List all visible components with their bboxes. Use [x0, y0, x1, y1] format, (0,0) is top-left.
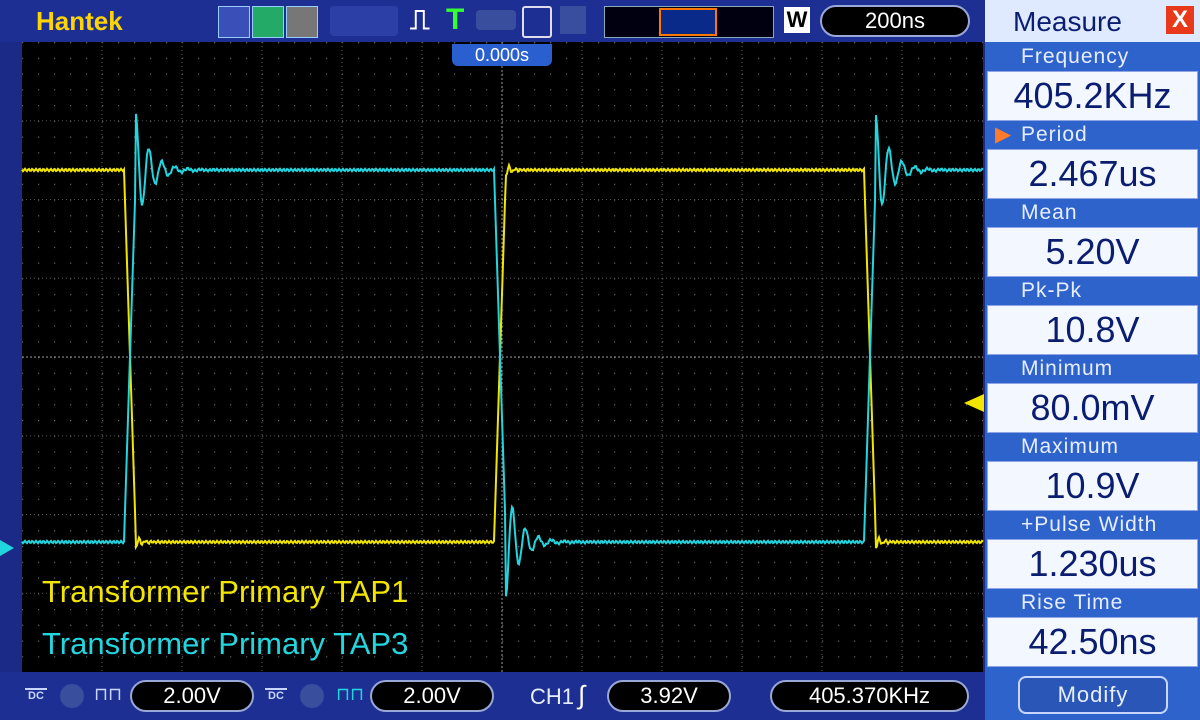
icon[interactable]: [476, 10, 516, 30]
trigger-level-marker: [964, 394, 984, 412]
close-button[interactable]: X: [1166, 6, 1194, 34]
ch2-trace: [21, 113, 984, 597]
ch1-coupling: DC: [25, 688, 47, 702]
trigger-level[interactable]: 3.92V: [607, 680, 731, 712]
pulse-icon[interactable]: ⎍: [410, 4, 430, 35]
measure-value: 5.20V: [987, 227, 1198, 277]
memory-marker: W: [784, 7, 810, 33]
measure-label[interactable]: Period ▶: [995, 123, 1088, 146]
ch1-scale[interactable]: 2.00V: [130, 680, 254, 712]
icon[interactable]: [218, 6, 250, 38]
memory-strip: [604, 6, 774, 38]
trigger-source: CH1: [530, 684, 575, 709]
trigger-position: 0.000s: [452, 44, 552, 66]
ch2-coupling: DC: [265, 688, 287, 702]
measure-value: 42.50ns: [987, 617, 1198, 667]
memory-window: [659, 8, 717, 36]
measure-label[interactable]: Rise Time: [1021, 591, 1124, 614]
ch2-label: Transformer Primary TAP3: [42, 626, 408, 661]
icon: ⊓⊓: [336, 684, 365, 704]
modify-button[interactable]: Modify: [1018, 676, 1168, 714]
icon[interactable]: [252, 6, 284, 38]
save-icon[interactable]: [522, 6, 552, 38]
frequency-counter: 405.370KHz: [770, 680, 969, 712]
print-icon[interactable]: [560, 6, 586, 34]
icon: [60, 684, 84, 708]
measure-label[interactable]: Frequency: [1021, 45, 1130, 68]
status-bar: DC ⊓⊓ 2.00V DC ⊓⊓ 2.00V CH1 ∫ 3.92V 405.…: [0, 672, 985, 720]
measure-value: 80.0mV: [987, 383, 1198, 433]
toolbar: Hantek ⎍ T W 200ns: [0, 0, 985, 42]
measure-value: 10.8V: [987, 305, 1198, 355]
measure-label[interactable]: +Pulse Width: [1021, 513, 1158, 536]
measure-label[interactable]: Maximum: [1021, 435, 1120, 458]
measure-title: Measure: [1013, 6, 1122, 37]
measure-value: 405.2KHz: [987, 71, 1198, 121]
timebase[interactable]: 200ns: [820, 5, 970, 37]
icon[interactable]: [286, 6, 318, 38]
icon: ⊓⊓: [94, 684, 123, 704]
ch1-trace: [21, 162, 984, 551]
trigger-icon[interactable]: T: [446, 3, 465, 36]
waveform-screen: Transformer Primary TAP1 Transformer Pri…: [0, 42, 984, 672]
selected-marker: ▶: [995, 123, 1013, 146]
ch1-label: Transformer Primary TAP1: [42, 574, 408, 609]
measure-value: 2.467us: [987, 149, 1198, 199]
icon: [300, 684, 324, 708]
edge-icon: ∫: [578, 680, 586, 710]
brand: Hantek: [36, 6, 123, 36]
measure-label[interactable]: Minimum: [1021, 357, 1114, 380]
measure-value: 10.9V: [987, 461, 1198, 511]
measure-header: Measure X: [985, 0, 1200, 42]
measure-label[interactable]: Mean: [1021, 201, 1078, 224]
measure-panel: Measure X Frequency 405.2KHz Period ▶ 2.467u…: [985, 0, 1200, 720]
measure-label[interactable]: Pk-Pk: [1021, 279, 1083, 302]
measure-value: 1.230us: [987, 539, 1198, 589]
ch2-scale[interactable]: 2.00V: [370, 680, 494, 712]
ch2-ground-marker: [0, 540, 14, 556]
icon[interactable]: [330, 6, 398, 36]
